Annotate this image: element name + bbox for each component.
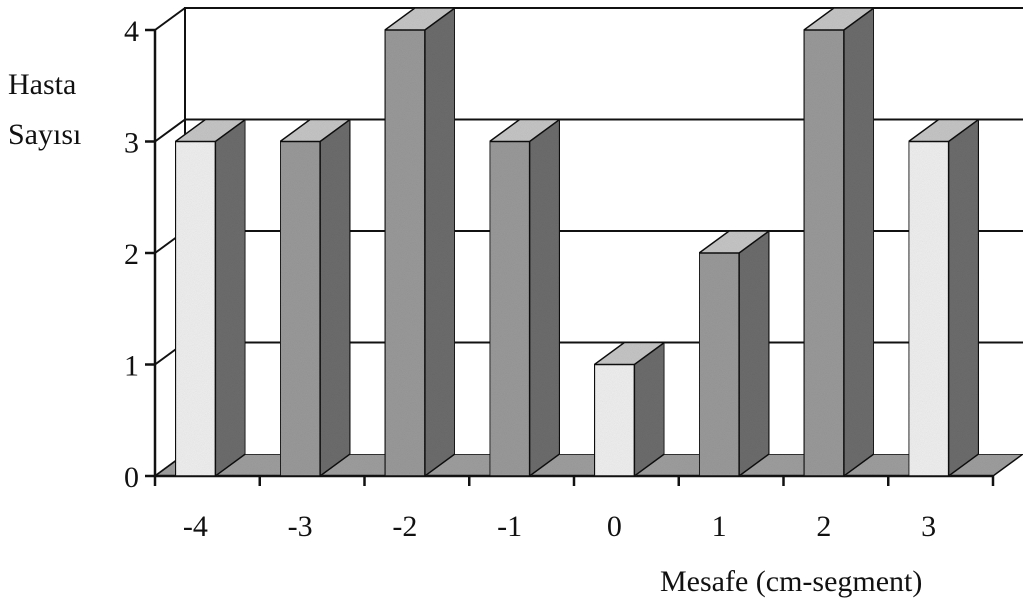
x-tick-label-5: 1 <box>712 510 727 543</box>
bar-front--3 <box>279 140 321 477</box>
side-gridline-4 <box>154 7 186 31</box>
bar-2 <box>801 6 877 478</box>
bar-side-0 <box>633 341 666 478</box>
bar-1 <box>696 229 772 478</box>
bar-0 <box>592 341 667 478</box>
y-axis-label-line1: Hasta <box>8 68 77 101</box>
bar-front-0 <box>593 363 636 477</box>
bar-side--4 <box>214 118 247 478</box>
bar-side-3 <box>947 118 980 478</box>
bar--4 <box>173 118 248 478</box>
bar-front-1 <box>698 252 740 477</box>
bar-front--1 <box>488 140 531 477</box>
bar-side-2 <box>843 6 875 478</box>
x-tick-label-7: 3 <box>921 510 936 543</box>
y-axis-label-line2: Sayısı <box>8 118 82 151</box>
x-tick-label-4: 0 <box>607 510 622 543</box>
bar-3 <box>906 118 981 478</box>
x-tick-label-2: -2 <box>392 510 417 543</box>
bars <box>173 6 981 478</box>
bar--1 <box>487 118 562 478</box>
bar-side--2 <box>424 6 456 478</box>
x-tick-label-3: -1 <box>497 510 522 543</box>
bar--2 <box>382 6 458 478</box>
bar-side--1 <box>528 118 561 478</box>
bar-front--2 <box>384 29 426 477</box>
x-tick-label-1: -3 <box>288 510 313 543</box>
bar-front-3 <box>907 140 950 477</box>
y-tick-label-3: 3 <box>124 127 139 160</box>
x-axis-label: Mesafe (cm-segment) <box>660 565 923 598</box>
y-tick-label-2: 2 <box>124 238 139 271</box>
bar-side--3 <box>319 118 351 478</box>
y-tick-label-1: 1 <box>124 350 139 383</box>
x-tick-label-6: 2 <box>816 510 831 543</box>
bar-side-1 <box>738 229 770 478</box>
bar-front-2 <box>803 29 845 477</box>
bar--3 <box>277 118 353 478</box>
y-tick-label-0: 0 <box>124 461 139 494</box>
tick-labels: 0 1 2 3 4 -4 -3 -2 -1 0 1 2 3 <box>124 15 936 543</box>
side-gridline-3 <box>154 118 186 143</box>
y-tick-label-4: 4 <box>124 15 139 48</box>
x-tick-label-0: -4 <box>183 510 208 543</box>
bar-front--4 <box>174 140 217 477</box>
